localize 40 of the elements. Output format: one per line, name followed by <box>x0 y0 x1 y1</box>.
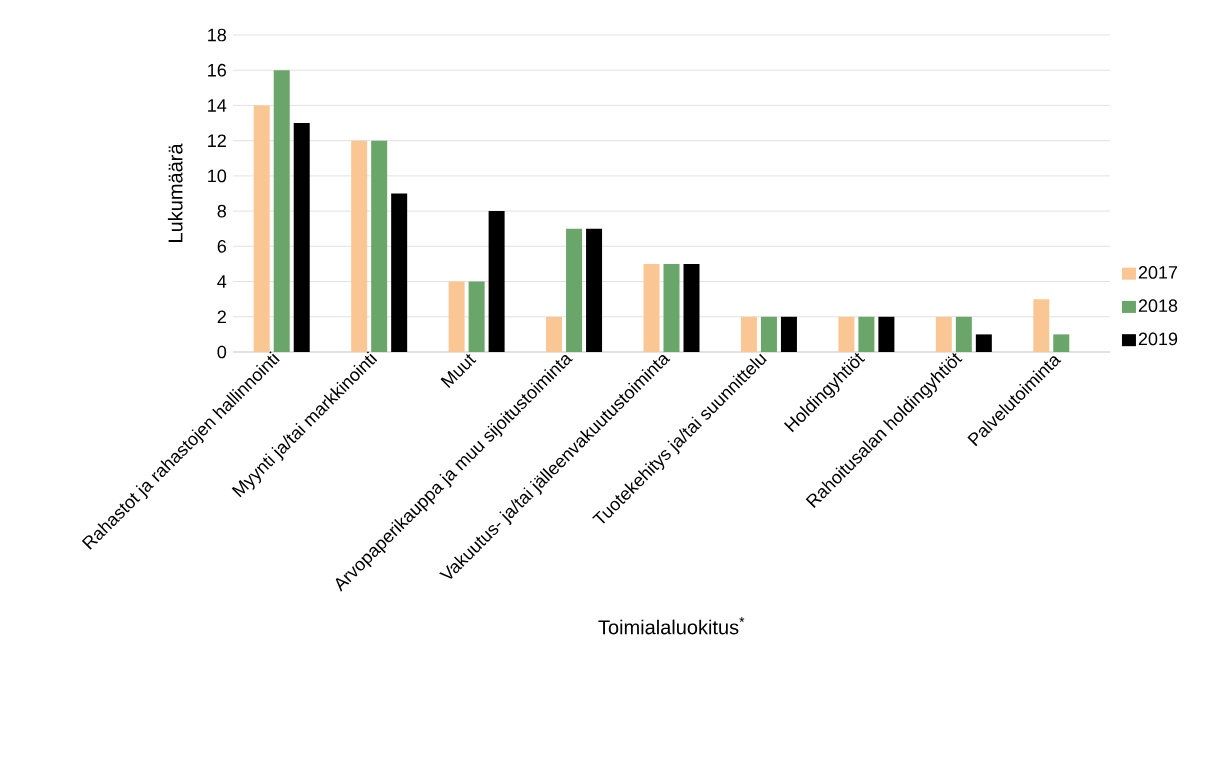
bar <box>683 263 700 352</box>
y-tick-label: 2 <box>217 310 226 324</box>
bar <box>1053 334 1070 352</box>
y-tick-label: 8 <box>217 204 227 218</box>
bar <box>351 140 368 352</box>
bar <box>546 316 563 352</box>
bar <box>448 281 465 352</box>
bar <box>253 105 270 352</box>
bar <box>371 140 388 352</box>
y-tick-label: 14 <box>208 99 227 112</box>
bar <box>586 228 603 352</box>
legend-label: 2018 <box>1138 299 1178 313</box>
bar <box>955 316 972 352</box>
bar <box>488 211 505 352</box>
bar <box>838 316 855 352</box>
legend-label: 2019 <box>1138 332 1178 346</box>
y-axis-title: Lukumäärä <box>167 143 183 242</box>
bar <box>663 263 680 352</box>
bar <box>740 316 757 352</box>
bar <box>468 281 485 352</box>
y-tick-label: 18 <box>208 28 227 42</box>
y-tick-label: 6 <box>217 239 227 253</box>
bar <box>293 123 310 352</box>
y-tick-label: 16 <box>208 63 227 77</box>
bar <box>760 316 777 352</box>
bar <box>1033 299 1050 352</box>
bar <box>975 334 992 352</box>
y-tick-label: 12 <box>208 134 226 147</box>
bar <box>780 316 797 352</box>
bar <box>273 70 290 352</box>
bar <box>566 228 583 352</box>
bar <box>858 316 875 352</box>
y-tick-label: 10 <box>208 169 227 183</box>
legend-label: 2017 <box>1138 266 1178 279</box>
bar <box>878 316 895 352</box>
bar <box>391 193 408 352</box>
y-tick-label: 4 <box>217 275 227 288</box>
x-axis-title: Toimialaluokitus$^{*}$ <box>598 617 745 635</box>
bar <box>935 316 952 352</box>
bar <box>643 263 660 352</box>
